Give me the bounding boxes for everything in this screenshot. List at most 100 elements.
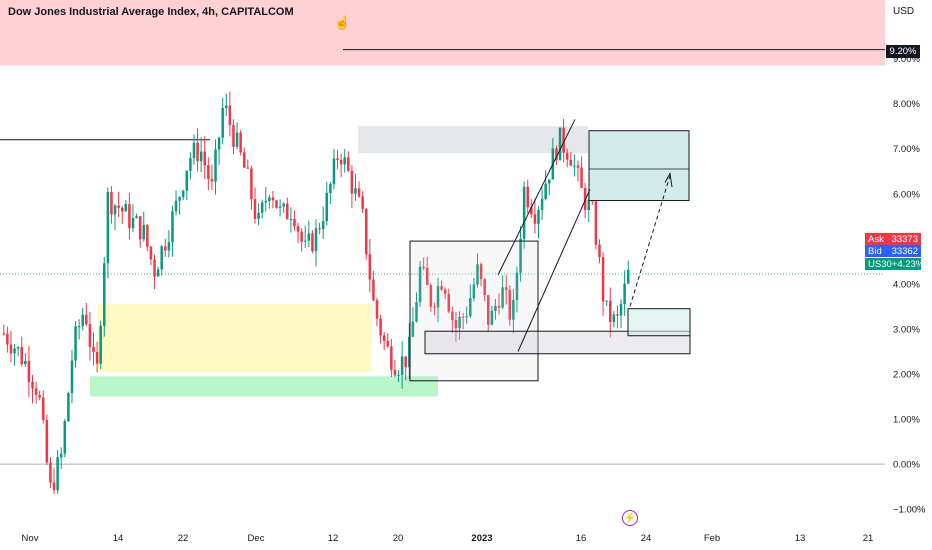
candle-body xyxy=(59,453,63,458)
y-tick-label: 0.00% xyxy=(893,460,920,471)
candle-body xyxy=(192,142,196,159)
candle-body xyxy=(67,393,70,422)
candle-body xyxy=(555,148,558,161)
alert-bell-icon[interactable]: ☝ xyxy=(334,15,351,30)
bid-label: Bid xyxy=(868,245,882,257)
candle-body xyxy=(440,286,443,290)
candle-body xyxy=(390,346,393,370)
candle-body xyxy=(318,228,321,230)
candle-body xyxy=(332,158,336,185)
resistance-zone xyxy=(0,0,885,66)
candle-body xyxy=(88,324,92,347)
candle-body xyxy=(31,381,34,389)
candle-body xyxy=(92,346,95,352)
candle-body xyxy=(307,233,311,241)
candle-body xyxy=(476,264,479,285)
candle-body xyxy=(393,369,397,376)
candle-body xyxy=(142,225,146,240)
candle-body xyxy=(296,226,300,232)
candle-body xyxy=(207,165,210,179)
y-tick-label: 7.00% xyxy=(893,144,920,155)
candle-body xyxy=(343,157,346,165)
candle-body xyxy=(540,198,544,210)
candle-body xyxy=(117,205,120,208)
bid-quote[interactable]: Bid 33362 xyxy=(865,245,921,257)
candle-body xyxy=(85,314,88,325)
candle-body xyxy=(461,316,465,318)
candle-body xyxy=(232,125,235,147)
candle-body xyxy=(422,266,425,269)
candle-body xyxy=(203,151,207,166)
x-tick-label: 16 xyxy=(576,533,587,544)
x-tick-label: Feb xyxy=(704,533,720,544)
candle-body xyxy=(271,197,275,201)
candle-body xyxy=(601,257,605,302)
candle-body xyxy=(530,207,533,215)
last-price-tag: 9.20% xyxy=(886,45,920,58)
candle-body xyxy=(282,203,285,207)
x-tick-label: 2023 xyxy=(471,533,492,544)
candle-body xyxy=(347,157,350,171)
x-tick-label: Dec xyxy=(248,533,265,544)
candle-body xyxy=(239,132,242,153)
candle-body xyxy=(167,242,171,251)
candle-body xyxy=(433,306,436,308)
candle-body xyxy=(260,202,264,213)
candle-body xyxy=(95,351,99,364)
candle-body xyxy=(246,167,250,169)
candle-body xyxy=(49,462,52,483)
candle-body xyxy=(623,283,626,304)
candle-body xyxy=(275,200,278,208)
candle-body xyxy=(411,321,415,337)
range-box xyxy=(409,240,539,382)
candle-body xyxy=(465,316,468,318)
candle-body xyxy=(451,311,454,321)
candle-body xyxy=(235,132,239,147)
candle-body xyxy=(404,356,407,368)
candle-body xyxy=(110,191,113,215)
candle-body xyxy=(128,204,131,229)
x-tick-label: 22 xyxy=(178,533,189,544)
candle-body xyxy=(436,286,440,308)
candle-body xyxy=(174,200,178,212)
candle-body xyxy=(131,218,135,229)
candle-body xyxy=(336,158,339,160)
symbol-quote[interactable]: US30 +4.23% xyxy=(865,258,924,270)
change-value: +4.23% xyxy=(891,258,925,270)
candle-body xyxy=(375,300,379,319)
currency-label[interactable]: USD xyxy=(893,6,915,17)
x-tick-label: 14 xyxy=(113,533,124,544)
ask-quote[interactable]: Ask 33373 xyxy=(865,233,921,245)
candle-body xyxy=(113,205,117,215)
candle-body xyxy=(361,196,364,209)
candle-body xyxy=(364,208,368,255)
candle-body xyxy=(268,197,271,201)
support-zone-green xyxy=(90,376,438,397)
candle-body xyxy=(24,360,27,365)
x-tick-label: 12 xyxy=(328,533,339,544)
candle-body xyxy=(217,137,221,150)
candle-body xyxy=(185,170,189,191)
candle-body xyxy=(329,184,332,193)
candle-body xyxy=(382,335,386,341)
flash-icon[interactable]: ⚡ xyxy=(622,510,638,526)
y-tick-label: 8.00% xyxy=(893,99,920,110)
candle-body xyxy=(562,127,565,153)
candle-body xyxy=(138,216,142,240)
x-tick-label: 20 xyxy=(393,533,404,544)
candle-body xyxy=(257,212,260,219)
candle-body xyxy=(45,419,49,463)
ask-value: 33373 xyxy=(891,233,918,245)
candle-body xyxy=(178,197,181,201)
candle-body xyxy=(228,105,232,126)
candle-body xyxy=(354,188,357,194)
candle-body xyxy=(469,298,472,317)
candle-body xyxy=(504,287,508,290)
candle-body xyxy=(497,305,501,308)
entry-box xyxy=(627,308,691,337)
candle-body xyxy=(34,388,38,395)
candle-body xyxy=(164,246,167,251)
candle-body xyxy=(483,279,486,296)
candle-body xyxy=(303,240,307,242)
